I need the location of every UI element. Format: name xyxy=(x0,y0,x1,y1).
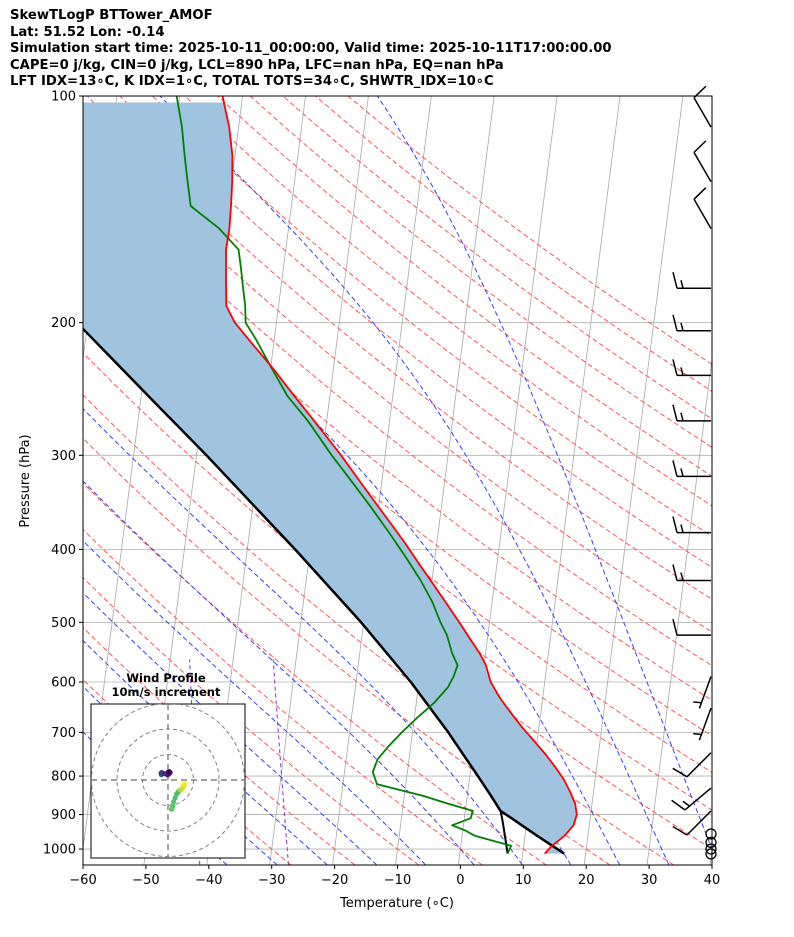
wind-barb xyxy=(672,460,711,478)
moist-adiabat xyxy=(376,96,712,851)
wind-barb xyxy=(672,359,711,377)
isotherm xyxy=(773,96,794,865)
moist-adiabat xyxy=(83,592,378,865)
isotherm xyxy=(583,96,684,865)
dry-adiabat xyxy=(83,528,483,865)
dewpoint-profile-line xyxy=(175,96,513,854)
y-tick-label: 300 xyxy=(51,449,76,464)
wind-barb xyxy=(693,707,712,741)
dry-adiabat xyxy=(83,125,712,633)
hodograph-point xyxy=(181,781,188,787)
y-tick-label: 100 xyxy=(51,90,76,105)
wind-barb xyxy=(672,404,711,422)
x-axis-label: Temperature (∘C) xyxy=(339,896,454,911)
x-tick-label: −30 xyxy=(258,873,285,888)
wind-barb xyxy=(705,828,717,840)
dry-adiabat xyxy=(249,96,712,448)
x-tick-label: 20 xyxy=(578,873,595,888)
wind-barb xyxy=(693,187,712,229)
mixing-ratio-line xyxy=(272,659,289,865)
y-tick-label: 800 xyxy=(51,770,76,785)
dry-adiabat xyxy=(83,352,712,850)
wind-barb xyxy=(693,140,712,183)
hodograph-point-upper xyxy=(165,769,171,775)
moist-adiabat xyxy=(83,540,426,865)
y-tick-label: 400 xyxy=(51,543,76,558)
axis-ticks: −60 −50 −40 −30 −20 −10 0 10 20 30 40 100 200 300 400 5… xyxy=(43,90,720,889)
isotherm xyxy=(709,845,712,865)
dry-adiabat xyxy=(83,196,712,701)
y-axis-label: Pressure (hPa) xyxy=(18,434,33,527)
dry-adiabat xyxy=(83,482,547,865)
y-tick-label: 1000 xyxy=(43,843,76,858)
wind-barb xyxy=(671,787,712,811)
x-tick-label: −20 xyxy=(321,873,348,888)
moist-adiabat xyxy=(83,407,523,865)
moist-adiabat xyxy=(83,480,475,865)
isotherm xyxy=(332,96,432,865)
wind-barb xyxy=(672,810,712,836)
hodograph-subtitle: 10m/s increment xyxy=(112,685,221,699)
cape-line: CAPE=0 j/kg, CIN=0 j/kg, LCL=890 hPa, LF… xyxy=(10,57,504,73)
temperature-profile-line xyxy=(221,96,578,855)
y-tick-label: 600 xyxy=(51,675,76,690)
wind-barb xyxy=(705,848,717,860)
wind-barb xyxy=(672,618,711,636)
chart-title-block: SkewTLogP BTTower_AMOF Lat: 51.52 Lon: -… xyxy=(10,8,790,91)
cin-area xyxy=(83,102,577,854)
wind-barb xyxy=(672,516,711,534)
x-tick-label: −10 xyxy=(384,873,411,888)
y-tick-label: 700 xyxy=(51,726,76,741)
chart-title: SkewTLogP BTTower_AMOF xyxy=(10,8,213,23)
moist-adiabat xyxy=(83,639,328,865)
cape-cin-shading xyxy=(83,102,577,854)
location-line: Lat: 51.52 Lon: -0.14 xyxy=(10,24,165,40)
x-tick-label: 10 xyxy=(515,873,532,888)
wind-barb xyxy=(705,836,717,849)
x-tick-label: 0 xyxy=(456,873,464,888)
index-line: LFT IDX=13∘C, K IDX=1∘C, TOTAL TOTS=34∘C… xyxy=(10,74,494,90)
wind-barb xyxy=(672,314,711,332)
y-tick-label: 900 xyxy=(51,808,76,823)
isotherm xyxy=(520,96,621,865)
y-tick-label: 200 xyxy=(51,316,76,331)
moist-adiabat xyxy=(159,96,670,865)
y-tick-label: 500 xyxy=(51,616,76,631)
dry-adiabat xyxy=(119,96,712,568)
dry-adiabat xyxy=(83,394,675,865)
wind-barb xyxy=(693,676,712,709)
dry-adiabat xyxy=(152,96,712,537)
x-tick-label: −60 xyxy=(69,873,96,888)
wind-barb xyxy=(693,85,712,128)
x-tick-label: −40 xyxy=(195,873,222,888)
wind-barbs xyxy=(671,85,717,860)
wind-barb xyxy=(705,843,717,855)
dry-adiabat xyxy=(282,96,712,420)
x-tick-label: −50 xyxy=(132,873,159,888)
isotherm xyxy=(646,356,712,865)
hodograph-title: Wind Profile xyxy=(126,671,206,685)
parcel-profile-line xyxy=(83,327,565,855)
wind-barb xyxy=(672,752,712,778)
sounding-profiles xyxy=(83,96,578,855)
wind-barb xyxy=(672,564,711,582)
dry-adiabat xyxy=(83,160,712,667)
parcel-dry-segment xyxy=(499,810,509,854)
wind-barb xyxy=(672,272,711,289)
x-tick-label: 40 xyxy=(704,873,721,888)
x-tick-label: 30 xyxy=(641,873,658,888)
time-line: Simulation start time: 2025-10-11_00:00:… xyxy=(10,41,612,57)
